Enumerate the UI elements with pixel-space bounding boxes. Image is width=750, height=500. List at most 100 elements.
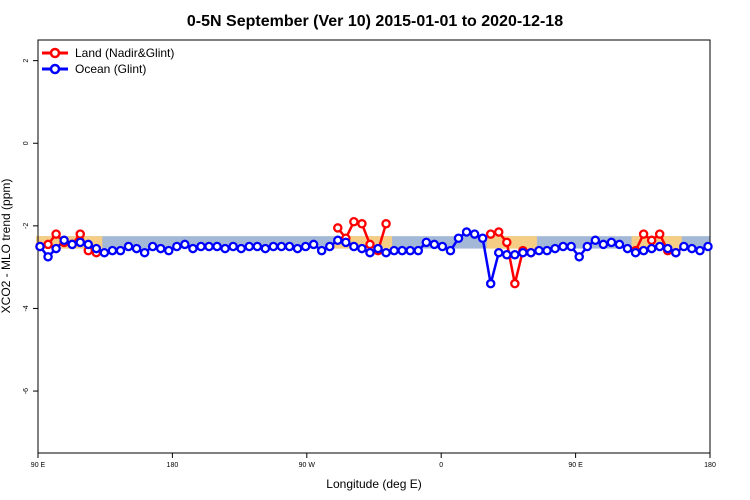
ocean-point [333,235,343,246]
land-point [381,219,391,229]
ocean-point [622,243,633,254]
ocean-point [212,241,222,252]
ocean-point [268,241,279,252]
x-tick-label: 0 [439,462,443,469]
ocean-point [252,241,263,252]
ocean-point [316,245,327,256]
y-tick-label: 0 [23,141,30,145]
ocean-point [260,243,271,254]
land-point [357,219,367,229]
ocean-point [107,245,118,256]
x-axis: 90 E 180 90 W 0 90 E 180 [31,453,716,469]
ocean-point [477,233,488,243]
ocean-point [123,241,134,252]
ocean-point [139,247,150,258]
ocean-point [75,237,85,248]
ocean-point [67,239,77,250]
ocean-point [381,247,391,258]
ocean-point [558,241,568,252]
ocean-point [445,245,456,256]
ocean-point [437,241,448,252]
ocean-point [493,247,504,258]
ocean-point [502,250,512,260]
ocean-point [582,241,593,252]
ocean-point [654,241,665,252]
ocean-point [308,239,319,250]
ocean-point [389,245,399,256]
ocean-point [43,252,53,262]
ocean-point [204,241,214,252]
ocean-point [703,241,713,252]
ocean-point [646,243,657,254]
ocean-point [518,247,528,258]
ocean-point [421,237,432,248]
chart-title: 0-5N September (Ver 10) 2015-01-01 to 20… [187,13,563,30]
ocean-point [663,243,673,254]
ocean-point [373,243,383,254]
ocean-point [510,250,520,260]
ocean-point [638,245,649,256]
ocean-point [679,241,689,252]
land-point [75,229,85,239]
ocean-point [91,243,102,254]
ocean-point [300,241,311,252]
ocean-point [115,245,126,256]
ocean-point [453,233,464,243]
ocean-point [526,247,536,258]
land-band-2 [486,236,537,249]
land-point [646,235,657,246]
ocean-point [485,278,496,289]
ocean-point [196,241,206,252]
ocean-point [188,243,198,254]
land-point [365,239,375,250]
ocean-point [397,245,407,256]
ocean-point [542,245,552,256]
legend-label-ocean: Ocean (Glint) [75,62,146,76]
ocean-point [228,241,238,252]
ocean-point [606,237,617,248]
y-tick-label: -6 [23,388,30,394]
ocean-point [236,243,246,254]
ocean-point [155,243,166,254]
ocean-point [687,243,697,254]
y-tick-label: -4 [23,305,30,311]
ocean-point [131,243,142,254]
ocean-point [550,243,560,254]
ocean-point [574,252,584,262]
land-point [349,216,359,227]
ocean-point [630,247,641,258]
y-tick-label: 2 [23,59,30,63]
ocean-point [244,241,255,252]
land-point [654,229,665,239]
ocean-point [180,239,190,250]
ocean-point [147,241,158,252]
land-point [493,227,504,237]
ocean-point [365,247,375,258]
ocean-point [461,227,472,237]
ocean-point [35,241,45,252]
x-tick-label: 90 E [31,462,46,469]
legend-marker-ocean [49,63,61,75]
land-point [333,223,343,233]
x-axis-label: Longitude (deg E) [326,477,421,491]
ocean-point [598,239,609,250]
land-point [502,237,512,248]
ocean-point [341,237,351,248]
ocean-point [429,239,440,250]
y-axis-label: XCO2 - MLO trend (ppm) [0,179,13,314]
ocean-point [164,245,174,256]
x-tick-label: 90 W [299,462,316,469]
ocean-point [413,245,424,256]
ocean-point [534,245,544,256]
ocean-point [357,243,367,254]
ocean-point [469,229,480,239]
land-point [638,229,649,239]
ocean-point [324,241,335,252]
legend-marker-land [49,47,61,59]
ocean-point [59,235,69,246]
ocean-point [614,239,625,250]
ocean-point [51,243,61,254]
y-axis: 2 0 -2 -4 -6 [23,59,38,394]
series-layer [35,216,713,289]
